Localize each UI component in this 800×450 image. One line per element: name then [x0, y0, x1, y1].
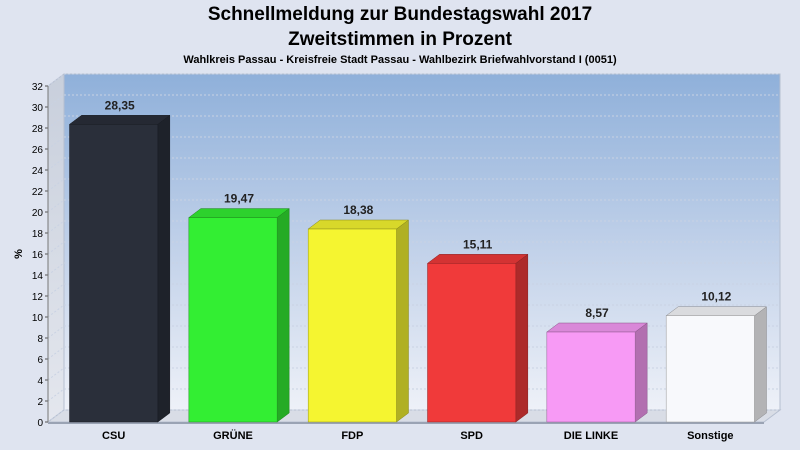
y-tick-label: 10 — [32, 313, 44, 324]
gridline-side — [47, 220, 65, 234]
bar-top — [307, 219, 410, 230]
x-category-label: CSU — [102, 430, 125, 442]
chart-title-line2: Zweitstimmen in Prozent — [288, 29, 512, 50]
bar-side — [634, 322, 648, 423]
y-tick-label: 22 — [32, 187, 44, 198]
x-category-label: SPD — [460, 430, 483, 442]
bar-top — [68, 115, 171, 125]
bar-side — [276, 208, 290, 423]
gridline-side — [47, 346, 65, 360]
bar — [427, 263, 517, 423]
y-tick-label: 0 — [37, 418, 43, 429]
bar-value-label: 10,12 — [701, 290, 731, 304]
y-tick-label: 8 — [37, 334, 43, 345]
gridline-side — [47, 409, 65, 423]
y-tick-label: 28 — [32, 124, 44, 135]
gridline-side — [47, 178, 65, 192]
bar-side — [754, 306, 767, 423]
bar-value-label: 28,35 — [105, 98, 135, 112]
gridline-side — [47, 157, 65, 171]
y-tick-label: 20 — [32, 208, 44, 219]
bar — [307, 228, 397, 423]
bar — [69, 124, 159, 423]
y-tick-label: 16 — [32, 250, 44, 261]
y-axis-label: % — [13, 249, 25, 259]
gridline-side — [47, 241, 65, 255]
y-tick-label: 14 — [32, 271, 44, 282]
bar — [665, 315, 755, 423]
bar — [188, 217, 278, 423]
x-category-label: FDP — [341, 430, 363, 442]
bar-side — [157, 114, 171, 423]
y-tick-label: 4 — [37, 376, 43, 387]
gridline-side — [47, 136, 65, 150]
bar — [546, 331, 636, 423]
y-tick-label: 24 — [32, 166, 44, 177]
gridline-side — [47, 325, 65, 339]
gridline-side — [47, 367, 65, 381]
y-tick-label: 30 — [32, 103, 44, 114]
bar-top — [665, 306, 768, 316]
x-category-label: Sonstige — [687, 430, 733, 442]
gridline-side — [47, 388, 65, 402]
bar-value-label: 18,38 — [343, 203, 373, 217]
floor-edge — [48, 422, 764, 424]
gridline-side — [47, 304, 65, 318]
y-tick-label: 12 — [32, 292, 44, 303]
bar-value-label: 8,57 — [585, 306, 609, 320]
bar-top — [426, 254, 529, 264]
gridline-side — [47, 199, 65, 213]
gridline-side — [47, 94, 65, 108]
gridline-side — [47, 283, 65, 297]
x-category-label: DIE LINKE — [564, 430, 618, 442]
bar-top — [188, 208, 290, 218]
bar-side — [515, 253, 529, 423]
chart-title: Schnellmeldung zur Bundestagswahl 2017 — [207, 4, 593, 25]
bar-top — [546, 322, 648, 333]
y-tick-label: 18 — [32, 229, 44, 240]
gridline-side — [47, 262, 65, 276]
bar-value-label: 19,47 — [224, 192, 254, 206]
y-tick-label: 6 — [37, 355, 43, 366]
x-category-label: GRÜNE — [213, 429, 253, 442]
y-tick-label: 32 — [32, 82, 44, 93]
chart-subtitle: Wahlkreis Passau - Kreisfreie Stadt Pass… — [183, 54, 617, 66]
bar-value-label: 15,11 — [463, 237, 493, 251]
bar-side — [396, 219, 409, 423]
gridline-side — [47, 115, 65, 129]
y-tick-label: 2 — [37, 397, 43, 408]
y-tick-label: 26 — [32, 145, 44, 156]
gridline-side — [47, 73, 65, 87]
